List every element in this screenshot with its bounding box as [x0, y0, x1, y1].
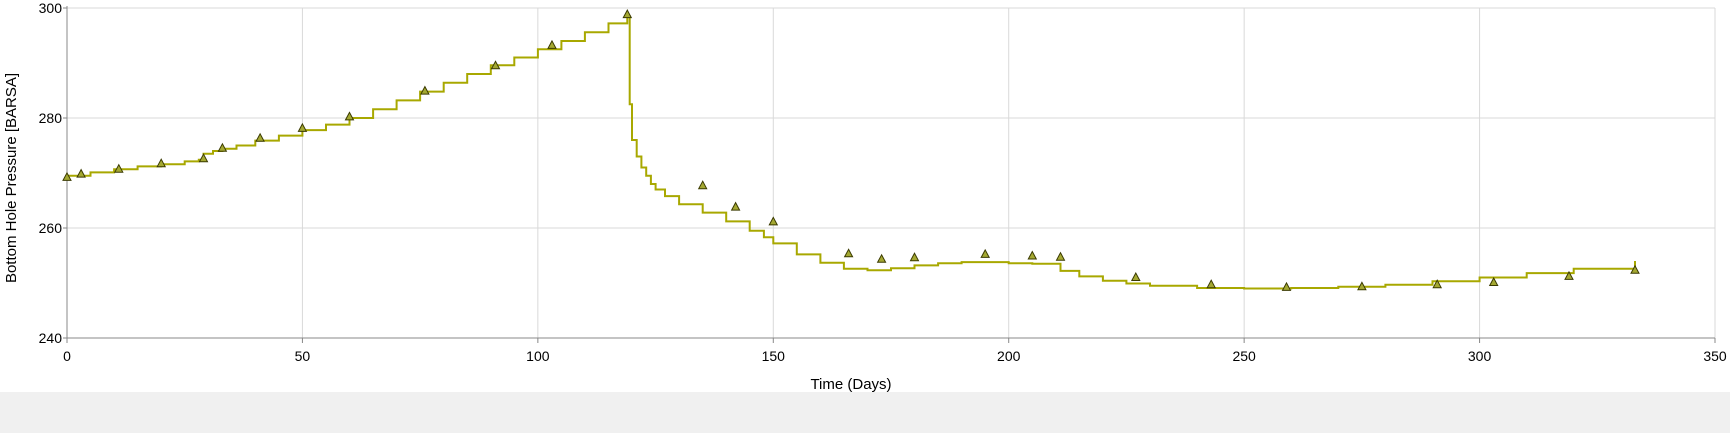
observed-point	[547, 39, 557, 49]
observed-point	[876, 253, 887, 263]
y-axis-title: Bottom Hole Pressure [BARSA]	[3, 73, 20, 283]
y-tick-label: 300	[39, 0, 63, 16]
chart-svg: 0 50 100 150 200 250 300 350 240 260 280 300 Time (…	[3, 0, 1727, 392]
pressure-line	[67, 15, 1636, 290]
observed-point	[420, 85, 430, 95]
observed-point	[1432, 279, 1443, 289]
y-tick-label: 280	[39, 110, 63, 126]
y-tick-label: 260	[39, 220, 63, 236]
observed-point	[768, 216, 779, 226]
observed-point	[1055, 251, 1066, 261]
series-line	[67, 15, 1636, 290]
x-tick-label: 0	[63, 348, 71, 364]
status-strip	[0, 392, 1730, 433]
observed-point	[217, 142, 228, 152]
chart-panel: 0 50 100 150 200 250 300 350 240 260 280 300 Time (…	[0, 0, 1730, 392]
observed-point	[1630, 264, 1640, 274]
observed-point	[198, 153, 209, 163]
x-tick-label: 250	[1232, 348, 1256, 364]
x-tick-label: 300	[1468, 348, 1492, 364]
x-tick-label: 100	[526, 348, 550, 364]
observed-point	[1488, 276, 1499, 286]
observed-point	[1130, 271, 1141, 281]
tick-labels: 0 50 100 150 200 250 300 350 240 260 280 300	[39, 0, 1727, 364]
series-markers	[62, 9, 1640, 291]
observed-point	[730, 201, 741, 211]
observed-point	[980, 248, 991, 258]
x-tick-label: 150	[762, 348, 786, 364]
observed-point	[1027, 250, 1038, 260]
observed-point	[909, 252, 920, 262]
observed-point	[490, 60, 501, 70]
observed-point	[297, 122, 308, 132]
x-tick-label: 50	[295, 348, 311, 364]
observed-point	[255, 132, 265, 142]
observed-point	[1564, 270, 1574, 280]
observed-point	[1206, 279, 1217, 289]
x-tick-label: 350	[1703, 348, 1727, 364]
observed-point	[344, 111, 355, 121]
observed-point	[622, 9, 633, 19]
x-tick-label: 200	[997, 348, 1021, 364]
axes	[63, 6, 1716, 343]
observed-point	[843, 248, 854, 258]
y-tick-label: 240	[39, 330, 63, 346]
observed-point	[697, 180, 708, 190]
observed-point	[76, 168, 86, 178]
observed-point	[1281, 281, 1292, 291]
observed-point	[62, 171, 72, 181]
observed-point	[1357, 281, 1367, 291]
x-axis-title: Time (Days)	[810, 376, 891, 392]
observed-point	[113, 163, 124, 173]
observed-point	[156, 158, 167, 168]
grid	[67, 7, 1716, 338]
